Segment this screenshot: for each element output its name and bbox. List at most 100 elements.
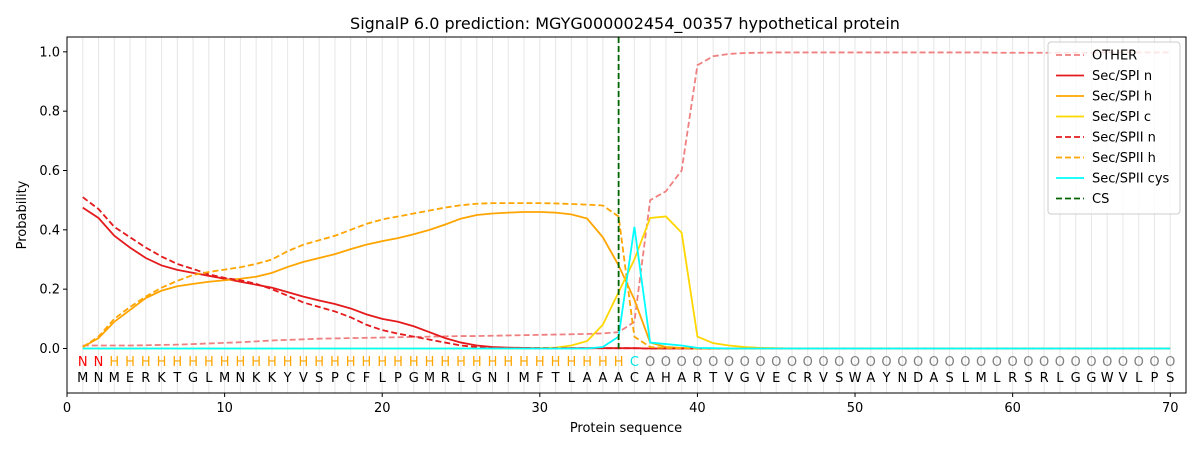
residue-letter: I bbox=[506, 371, 510, 386]
region-label: O bbox=[724, 355, 734, 370]
region-label: H bbox=[109, 355, 119, 370]
residue-letter: L bbox=[993, 371, 1001, 386]
region-label: H bbox=[393, 355, 403, 370]
residue-letter: M bbox=[976, 371, 987, 386]
residue-letter: Y bbox=[283, 371, 292, 386]
region-label: O bbox=[1086, 355, 1096, 370]
y-axis-ticks: 0.0 0.2 0.4 0.6 0.8 1.0 bbox=[39, 45, 67, 357]
region-label: H bbox=[440, 355, 450, 370]
residue-letter: G bbox=[472, 371, 482, 386]
region-label: H bbox=[409, 355, 419, 370]
region-label: O bbox=[1165, 355, 1175, 370]
x-axis-ticks: 0 10 20 30 40 50 60 70 bbox=[63, 393, 1179, 416]
region-label: H bbox=[220, 355, 230, 370]
legend-box bbox=[1047, 41, 1181, 215]
region-label: H bbox=[235, 355, 245, 370]
region-label: O bbox=[1102, 355, 1112, 370]
legend-label: Sec/SPII h bbox=[1092, 151, 1156, 166]
region-label: O bbox=[881, 355, 891, 370]
residue-letter: K bbox=[157, 371, 166, 386]
region-label: H bbox=[582, 355, 592, 370]
legend-label: Sec/SPI h bbox=[1092, 90, 1152, 105]
region-label: H bbox=[346, 355, 356, 370]
residue-letter: G bbox=[1071, 371, 1081, 386]
legend-label: Sec/SPII n bbox=[1092, 131, 1156, 146]
region-label: H bbox=[566, 355, 576, 370]
region-label: H bbox=[172, 355, 182, 370]
residue-letter: V bbox=[299, 371, 308, 386]
region-label: H bbox=[503, 355, 513, 370]
region-label: H bbox=[125, 355, 135, 370]
residue-letter: R bbox=[141, 371, 150, 386]
residue-letter: L bbox=[568, 371, 576, 386]
residue-letter: H bbox=[661, 371, 671, 386]
region-label: O bbox=[692, 355, 702, 370]
region-label: H bbox=[425, 355, 435, 370]
region-label: O bbox=[1008, 355, 1018, 370]
residue-letter: V bbox=[819, 371, 828, 386]
region-label: O bbox=[834, 355, 844, 370]
x-axis-label: Protein sequence bbox=[570, 421, 682, 436]
region-label: C bbox=[630, 355, 639, 370]
region-label: O bbox=[992, 355, 1002, 370]
region-label: H bbox=[283, 355, 293, 370]
residue-letter: W bbox=[849, 371, 862, 386]
region-label: H bbox=[519, 355, 529, 370]
region-label: H bbox=[535, 355, 545, 370]
region-label: O bbox=[1039, 355, 1049, 370]
x-tick-label: 20 bbox=[374, 401, 391, 416]
region-label: O bbox=[645, 355, 655, 370]
residue-letter: R bbox=[1040, 371, 1049, 386]
residue-letter: A bbox=[646, 371, 655, 386]
region-label: O bbox=[850, 355, 860, 370]
residue-letter: N bbox=[235, 371, 245, 386]
region-label: O bbox=[677, 355, 687, 370]
residue-letter: A bbox=[598, 371, 607, 386]
region-label: H bbox=[488, 355, 498, 370]
legend-label: Sec/SPII cys bbox=[1092, 172, 1170, 187]
residue-letter: P bbox=[331, 371, 339, 386]
region-label: O bbox=[755, 355, 765, 370]
residue-letter: M bbox=[219, 371, 230, 386]
residue-letter: V bbox=[756, 371, 765, 386]
residue-letter: Y bbox=[882, 371, 891, 386]
residue-letter: M bbox=[518, 371, 529, 386]
region-label: H bbox=[456, 355, 466, 370]
residue-letter: S bbox=[835, 371, 843, 386]
region-label: N bbox=[78, 355, 88, 370]
region-label: H bbox=[188, 355, 198, 370]
region-label: H bbox=[299, 355, 309, 370]
residue-letter: C bbox=[346, 371, 355, 386]
residue-letter: A bbox=[929, 371, 938, 386]
region-label: O bbox=[976, 355, 986, 370]
residue-letter: S bbox=[315, 371, 323, 386]
residue-letter: A bbox=[866, 371, 875, 386]
region-label: O bbox=[866, 355, 876, 370]
residue-letter: N bbox=[488, 371, 498, 386]
residue-letter: P bbox=[394, 371, 402, 386]
grid-lines bbox=[82, 37, 1171, 393]
y-tick-label: 0.2 bbox=[39, 283, 60, 298]
residue-letter: P bbox=[1151, 371, 1159, 386]
residue-letter: T bbox=[708, 371, 717, 386]
residue-letter: C bbox=[787, 371, 796, 386]
residue-letter: R bbox=[1008, 371, 1017, 386]
residue-letter: V bbox=[1119, 371, 1128, 386]
region-label: H bbox=[330, 355, 340, 370]
region-label: O bbox=[944, 355, 954, 370]
region-label: H bbox=[314, 355, 324, 370]
x-tick-label: 10 bbox=[216, 401, 233, 416]
region-label: O bbox=[1055, 355, 1065, 370]
region-label: H bbox=[267, 355, 277, 370]
region-label: H bbox=[362, 355, 372, 370]
residue-letter: L bbox=[379, 371, 387, 386]
region-label: H bbox=[551, 355, 561, 370]
region-label: O bbox=[803, 355, 813, 370]
x-tick-label: 60 bbox=[1004, 401, 1021, 416]
y-tick-label: 0.6 bbox=[39, 164, 60, 179]
residue-letter: S bbox=[1024, 371, 1032, 386]
residue-letter: A bbox=[583, 371, 592, 386]
residue-letter: G bbox=[188, 371, 198, 386]
residue-letter: G bbox=[1086, 371, 1096, 386]
y-tick-label: 0.8 bbox=[39, 105, 60, 120]
